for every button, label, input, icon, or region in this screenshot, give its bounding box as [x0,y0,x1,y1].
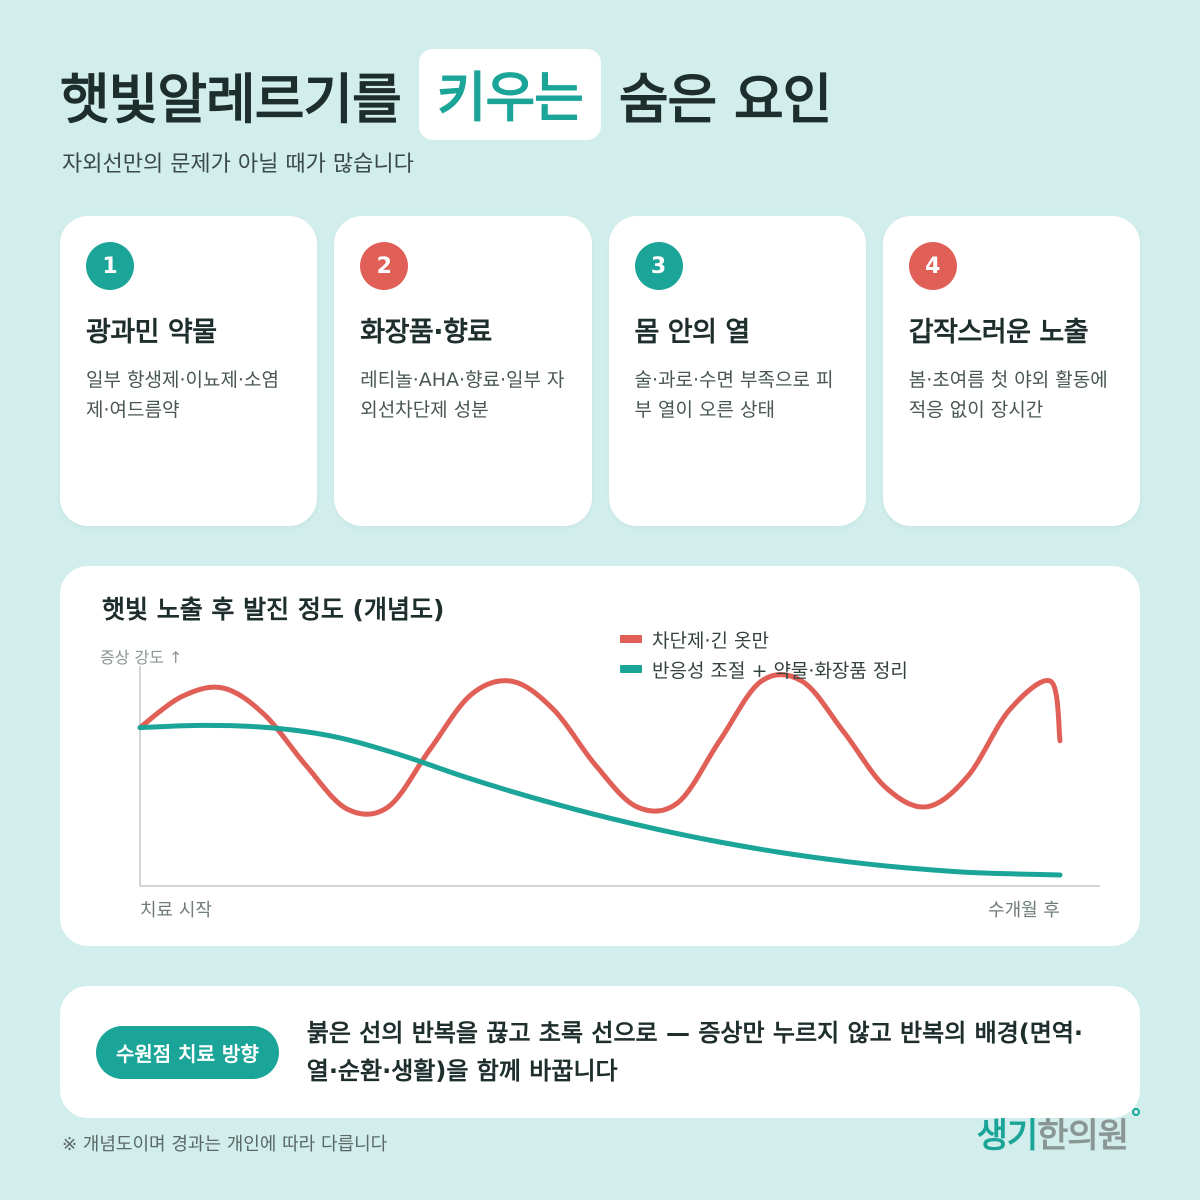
factor-card-2: 2 화장품·향료 레티놀·AHA·향료·일부 자외선차단제 성분 [334,216,592,526]
treatment-direction-card: 수원점 치료 방향 붉은 선의 반복을 끊고 초록 선으로 — 증상만 누르지 … [60,986,1140,1118]
legend-item-reactivity-control: 반응성 조절 + 약물·화장품 정리 [620,654,908,684]
x-axis-start-label: 치료 시작 [140,900,212,921]
treatment-direction-text: 붉은 선의 반복을 끊고 초록 선으로 — 증상만 누르지 않고 반복의 배경(… [306,1019,1084,1085]
page-title: 햇빛알레르기를 키우는 숨은 요인 [60,48,833,140]
logo-part-1: 생기 [976,1116,1039,1156]
card-title: 화장품·향료 [360,317,492,348]
factor-cards: 1 광과민 약물 일부 항생제·이뇨제·소염제·여드름약 2 화장품·향료 레티… [60,216,1140,526]
legend-label: 반응성 조절 + 약물·화장품 정리 [652,659,908,682]
page-subtitle: 자외선만의 문제가 아닐 때가 많습니다 [62,152,414,177]
legend-label: 차단제·긴 옷만 [652,629,769,652]
legend-swatch [620,635,642,643]
card-description: 일부 항생제·이뇨제·소염제·여드름약 [86,369,279,421]
legend-item-shield-only: 차단제·긴 옷만 [620,624,908,654]
branch-pill: 수원점 치료 방향 [96,1025,279,1079]
card-description: 봄·초여름 첫 야외 활동에 적응 없이 장시간 [908,369,1108,421]
number-badge: 3 [634,242,683,290]
factor-card-4: 4 갑작스러운 노출 봄·초여름 첫 야외 활동에 적응 없이 장시간 [882,216,1140,526]
series-line-reactivity-control [137,722,1063,878]
card-title: 광과민 약물 [86,317,217,348]
title-highlight: 키우는 [418,48,601,140]
logo-part-2: 한의원 [1037,1116,1129,1156]
logo-dot-icon [1132,1108,1140,1116]
factor-card-3: 3 몸 안의 열 술·과로·수면 부족으로 피부 열이 오른 상태 [608,216,866,526]
chart-plot [137,666,1100,887]
legend-swatch [620,665,642,673]
title-suffix: 숨은 요인 [618,67,833,131]
card-title: 몸 안의 열 [634,317,751,348]
card-title: 갑작스러운 노출 [908,317,1089,348]
card-description: 레티놀·AHA·향료·일부 자외선차단제 성분 [360,369,565,421]
chart-legend: 차단제·긴 옷만 반응성 조절 + 약물·화장품 정리 [620,624,908,684]
series-line-shield-only [137,672,1063,817]
number-badge: 2 [360,242,409,290]
y-axis-label: 증상 강도 ↑ [100,648,183,667]
number-badge: 4 [908,242,957,290]
concept-chart: 햇빛 노출 후 발진 정도 (개념도) 증상 강도 ↑ 차단제·긴 옷만 반응성… [60,566,1140,946]
footnote: ※ 개념도이며 경과는 개인에 따라 다릅니다 [62,1134,388,1155]
clinic-logo: 생기한의원 [976,1108,1140,1157]
factor-card-1: 1 광과민 약물 일부 항생제·이뇨제·소염제·여드름약 [60,216,318,526]
chart-title: 햇빛 노출 후 발진 정도 (개념도) [102,595,445,624]
x-axis-end-label: 수개월 후 [988,900,1060,921]
number-badge: 1 [86,242,134,290]
card-description: 술·과로·수면 부족으로 피부 열이 오른 상태 [634,369,834,421]
title-prefix: 햇빛알레르기를 [60,67,402,131]
